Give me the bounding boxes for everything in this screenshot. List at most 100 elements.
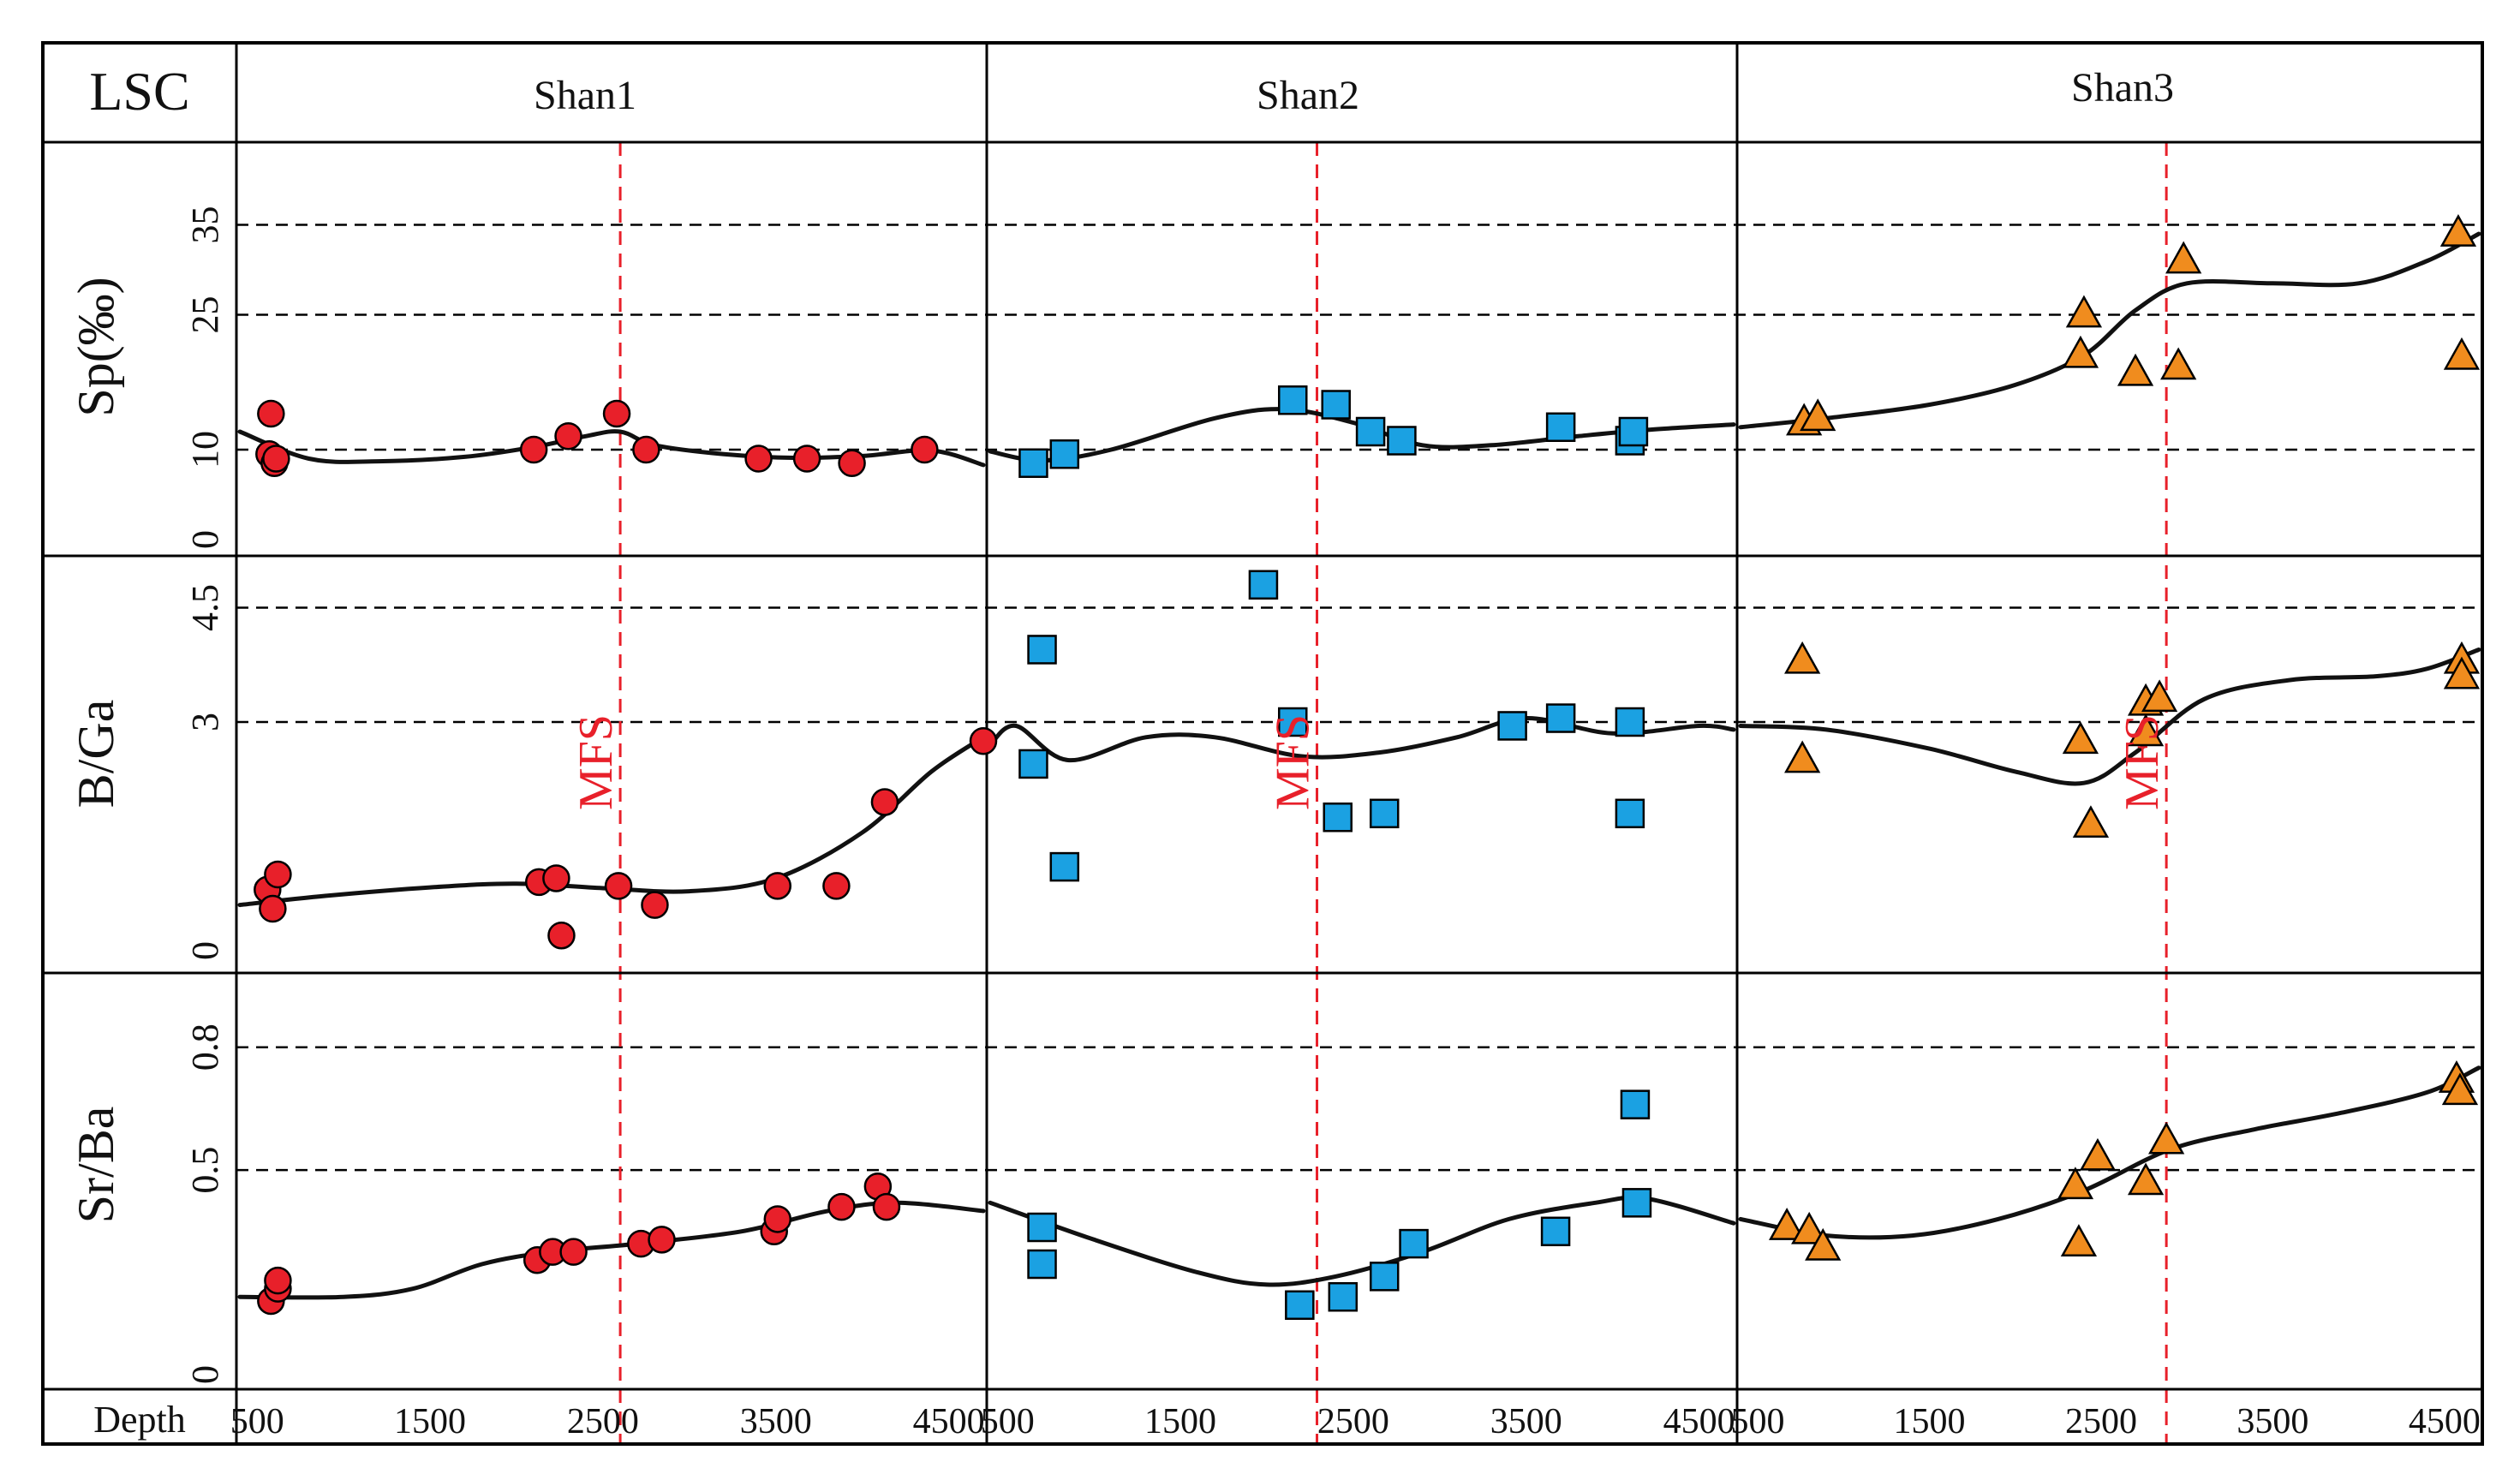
trend-curve-shan3-1: [1738, 648, 2481, 786]
data-point-shan3-2-6: [2127, 1162, 2165, 1196]
x-tick-label-0-3: 3500: [740, 1402, 812, 1441]
y-tick-label-1-1: 3: [184, 713, 226, 731]
data-point-shan1-1-8: [763, 872, 792, 900]
data-point-shan2-1-6: [1369, 798, 1400, 829]
row-label-b-ga: B/Ga: [68, 700, 124, 809]
mfs-label-2: MFS: [2116, 714, 2169, 810]
x-tick-label-1-3: 3500: [1490, 1402, 1562, 1441]
data-point-shan2-1-3: [1248, 570, 1279, 600]
data-point-shan1-1-1: [259, 894, 287, 923]
data-point-shan3-0-5: [2160, 347, 2197, 380]
data-points: [254, 214, 2481, 1321]
data-point-shan3-0-1: [1800, 398, 1836, 432]
y-tick-label-2-2: 0.8: [184, 1023, 226, 1071]
data-point-shan2-1-5: [1323, 803, 1353, 832]
mfs-label-0: MFS: [570, 714, 623, 810]
data-point-shan1-0-7: [632, 435, 660, 464]
data-point-shan2-1-4: [1278, 707, 1308, 737]
data-point-shan2-1-7: [1497, 711, 1527, 741]
data-point-shan2-0-1: [1049, 439, 1080, 469]
data-point-shan1-0-5: [554, 422, 582, 451]
labels-layer: LSC Shan1 Shan2 Shan3 Depth Sp(‰) B/Ga S…: [68, 61, 2481, 1441]
data-point-shan3-0-4: [2117, 353, 2154, 386]
data-point-shan1-2-5: [559, 1238, 588, 1266]
data-point-shan2-2-6: [1540, 1216, 1571, 1247]
data-point-shan1-1-7: [641, 891, 669, 919]
data-point-shan1-2-7: [648, 1226, 676, 1254]
y-tick-label-0-0: 0: [184, 530, 226, 549]
x-tick-label-0-0: 500: [230, 1402, 284, 1441]
data-point-shan2-2-2: [1285, 1290, 1315, 1321]
data-point-shan3-2-3: [2057, 1167, 2094, 1200]
data-point-shan3-0-6: [2165, 241, 2202, 274]
column-header-shan1: Shan1: [534, 73, 636, 118]
data-point-shan2-0-0: [1018, 448, 1048, 478]
data-point-shan3-2-4: [2060, 1224, 2098, 1256]
y-tick-label-1-0: 0: [184, 941, 226, 960]
x-tick-label-2-4: 4500: [2409, 1402, 2481, 1441]
data-point-shan1-0-11: [911, 435, 939, 464]
data-point-shan1-2-10: [827, 1192, 856, 1221]
data-point-shan2-0-2: [1278, 385, 1308, 415]
y-tick-label-1-2: 4.5: [184, 584, 226, 631]
data-point-shan2-0-3: [1321, 390, 1351, 420]
frame-border: [41, 41, 2484, 1446]
data-point-shan3-2-7: [2148, 1121, 2185, 1155]
x-tick-label-1-4: 4500: [1663, 1402, 1735, 1441]
data-point-shan3-1-1: [1784, 740, 1821, 773]
data-point-shan3-2-5: [2079, 1137, 2117, 1171]
y-tick-label-2-0: 0: [184, 1365, 226, 1384]
data-point-shan3-2-9: [2441, 1072, 2479, 1106]
data-point-shan1-1-2: [264, 860, 292, 889]
data-point-shan1-1-9: [822, 872, 851, 900]
data-point-shan2-1-2: [1049, 851, 1080, 882]
data-point-shan2-1-8: [1545, 703, 1576, 733]
data-point-shan1-2-12: [872, 1192, 901, 1221]
data-point-shan3-2-1: [1791, 1211, 1828, 1244]
data-point-shan3-1-2: [2062, 721, 2099, 755]
x-tick-label-1-1: 1500: [1144, 1402, 1216, 1441]
data-point-shan1-1-10: [870, 788, 899, 816]
data-point-shan1-0-3: [262, 445, 290, 473]
data-point-shan2-1-0: [1018, 749, 1048, 779]
data-point-shan2-0-6: [1545, 412, 1576, 442]
x-tick-label-0-2: 2500: [567, 1402, 639, 1441]
trend-curve-shan2-2: [988, 1195, 1736, 1287]
data-point-shan2-2-1: [1027, 1249, 1057, 1280]
row-label-sp: Sp(‰): [68, 277, 124, 416]
data-point-shan1-0-0: [257, 399, 285, 428]
x-tick-label-2-1: 1500: [1894, 1402, 1966, 1441]
x-tick-label-0-4: 4500: [913, 1402, 985, 1441]
mfs-label-1: MFS: [1267, 714, 1320, 810]
data-point-shan3-1-5: [2127, 713, 2165, 747]
row-label-sr-ba: Sr/Ba: [68, 1107, 124, 1224]
x-tick-label-2-2: 2500: [2065, 1402, 2137, 1441]
data-point-shan3-2-0: [1768, 1208, 1806, 1240]
x-tick-label-1-0: 500: [981, 1402, 1035, 1441]
data-point-shan3-0-2: [2062, 335, 2099, 368]
data-point-shan1-0-9: [792, 445, 821, 473]
trend-curve-shan1-2: [237, 1200, 986, 1300]
x-tick-label-1-2: 2500: [1317, 1402, 1389, 1441]
trend-curve-shan2-0: [988, 407, 1736, 463]
data-point-shan1-0-6: [602, 399, 631, 428]
data-point-shan1-0-4: [519, 435, 548, 464]
data-point-shan2-1-1: [1027, 635, 1057, 665]
data-point-shan3-1-3: [2072, 805, 2110, 838]
x-tick-label-2-3: 3500: [2236, 1402, 2308, 1441]
y-tick-label-0-1: 10: [184, 431, 226, 468]
y-tick-label-0-2: 25: [184, 296, 226, 334]
data-point-shan3-0-7: [2439, 214, 2477, 247]
data-point-shan2-2-4: [1369, 1262, 1400, 1292]
data-point-shan3-1-6: [2141, 679, 2178, 713]
x-tick-label-0-1: 1500: [394, 1402, 466, 1441]
x-tick-label-2-0: 500: [1731, 1402, 1785, 1441]
data-point-shan2-2-7: [1620, 1089, 1651, 1119]
data-point-shan1-0-8: [744, 445, 773, 473]
y-tick-label-2-1: 0.5: [184, 1147, 226, 1194]
data-point-shan2-1-9: [1615, 707, 1645, 737]
data-point-shan1-2-2: [264, 1266, 292, 1295]
data-point-shan2-2-8: [1621, 1188, 1652, 1218]
y-tick-label-0-3: 35: [184, 206, 226, 244]
data-point-shan2-2-3: [1328, 1281, 1359, 1312]
